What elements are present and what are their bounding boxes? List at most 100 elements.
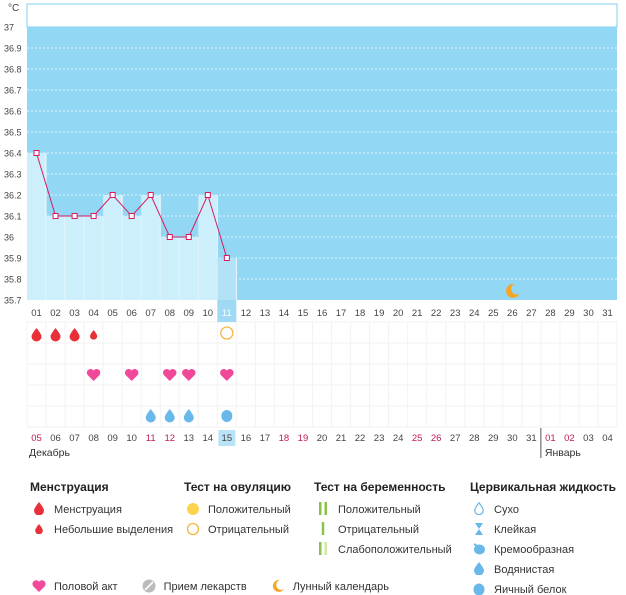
legend-item-label: Клейкая: [494, 524, 537, 536]
temperature-point: [52, 213, 59, 219]
cycle-day-label: 13: [260, 308, 271, 319]
temperature-point: [185, 234, 192, 240]
temperature-point: [166, 234, 173, 240]
y-tick-label: 36.4: [4, 149, 22, 159]
cycle-day-label: 18: [355, 308, 366, 319]
calendar-date-label: 18: [279, 433, 290, 444]
temperature-bar: [103, 195, 123, 300]
temperature-bar: [84, 216, 104, 300]
legend-item-label: Яичный белок: [494, 584, 567, 595]
temperature-bar: [217, 258, 237, 300]
calendar-date-label: 27: [450, 433, 461, 444]
y-tick-label: 37: [4, 23, 14, 33]
cycle-day-label: 23: [450, 308, 461, 319]
legend-item-label: Небольшие выделения: [54, 524, 174, 536]
water-drop-icon: [164, 409, 175, 423]
temperature-bar: [179, 237, 199, 300]
legend-item-label: Половой акт: [54, 581, 118, 593]
legend-item-pregnancy-positive: Положительный: [314, 500, 452, 520]
cycle-day-label: 31: [602, 308, 613, 319]
cycle-day-label: 06: [126, 308, 137, 319]
calendar-date-label: 13: [183, 433, 194, 444]
legend: Менструация Менструация Небольшие выделе…: [0, 474, 626, 595]
temperature-point: [109, 192, 116, 198]
y-tick-label: 36.5: [4, 128, 22, 138]
cycle-day-label: 26: [507, 308, 518, 319]
temperature-point: [147, 192, 154, 198]
moon-icon: [506, 283, 520, 298]
y-tick-label: 36: [4, 233, 14, 243]
legend-item-pregnancy-negative: Отрицательный: [314, 520, 452, 540]
cycle-day-label: 07: [145, 308, 156, 319]
temperature-bar: [27, 153, 47, 300]
pill-icon: [140, 579, 158, 595]
legend-item-spotting: Небольшие выделения: [30, 520, 173, 540]
calendar-date-label: 08: [88, 433, 99, 444]
calendar-date-label: 19: [298, 433, 309, 444]
water-drop-icon: [470, 562, 488, 578]
legend-menstruation: Менструация Менструация Небольшие выделе…: [30, 480, 173, 540]
calendar-date-label: 29: [488, 433, 499, 444]
cycle-day-label: 27: [526, 308, 537, 319]
legend-item-label: Менструация: [54, 504, 122, 516]
calendar-date-label: 01: [545, 433, 556, 444]
weak-double-line-icon: [314, 542, 332, 558]
legend-item-lunar: Лунный календарь: [269, 578, 389, 595]
cycle-day-label: 16: [317, 308, 328, 319]
heart-icon: [220, 369, 234, 381]
y-tick-label: 36.9: [4, 44, 22, 54]
temperature-chart: °C 35.7 35.8 35.9 36 36.1 36.2 36.3 36.4 36.5 36.6…: [4, 3, 618, 459]
cycle-day-label: 29: [564, 308, 575, 319]
calendar-date-label: 22: [355, 433, 366, 444]
calendar-date-label: 05: [31, 433, 42, 444]
filled-circle-icon: [184, 502, 202, 519]
y-tick-label: 36.8: [4, 65, 22, 75]
legend-item-medication: Прием лекарств: [140, 578, 247, 595]
legend-item-label: Положительный: [338, 504, 421, 516]
cycle-day-label: 20: [393, 308, 404, 319]
legend-pregnancy: Тест на беременность Положительный Отриц…: [314, 480, 452, 560]
double-line-icon: [314, 502, 332, 518]
chart-top-band: [26, 3, 618, 28]
legend-item-ovulation-positive: Положительный: [184, 500, 291, 520]
heart-icon: [30, 579, 48, 595]
cycle-day-label: 24: [469, 308, 480, 319]
legend-pregnancy-title: Тест на беременность: [314, 480, 446, 494]
temperature-point: [128, 213, 135, 219]
empty-circle-icon: [184, 522, 202, 539]
calendar-date-label: 30: [507, 433, 518, 444]
hourglass-icon: [470, 522, 488, 538]
y-tick-label: 36.6: [4, 107, 22, 117]
legend-ovulation: Тест на овуляцию Положительный Отрицател…: [184, 480, 291, 540]
calendar-date-label: 24: [393, 433, 404, 444]
legend-ovulation-title: Тест на овуляцию: [184, 480, 291, 494]
cycle-day-label: 12: [241, 308, 252, 319]
legend-item-label: Прием лекарств: [163, 581, 247, 593]
calendar-date-label: 28: [469, 433, 480, 444]
y-tick-label: 36.3: [4, 170, 22, 180]
blood-drop-icon: [31, 328, 42, 342]
y-tick-label: 35.9: [4, 254, 22, 264]
legend-item-label: Отрицательный: [208, 524, 289, 536]
calendar-date-label: 03: [583, 433, 594, 444]
small-blood-drop-icon: [90, 329, 98, 340]
calendar-date-label: 16: [241, 433, 252, 444]
heart-icon: [162, 369, 177, 381]
today-date-highlight: [218, 430, 236, 446]
blood-drop-icon: [69, 328, 80, 342]
legend-menstruation-title: Менструация: [30, 480, 109, 494]
temperature-bar: [160, 237, 180, 300]
cycle-day-label: 10: [203, 308, 214, 319]
temperature-bar: [65, 216, 85, 300]
moon-icon: [269, 579, 287, 595]
temperature-bar: [198, 195, 218, 300]
legend-item-menstruation: Менструация: [30, 500, 173, 520]
calendar-date-label: 20: [317, 433, 328, 444]
legend-item-creamy: Кремообразная: [470, 540, 616, 560]
calendar-date-label: 07: [69, 433, 80, 444]
legend-item-intercourse: Половой акт: [30, 578, 118, 595]
temperature-point: [204, 192, 211, 198]
cycle-day-label: 09: [183, 308, 194, 319]
cycle-day-label: 28: [545, 308, 556, 319]
